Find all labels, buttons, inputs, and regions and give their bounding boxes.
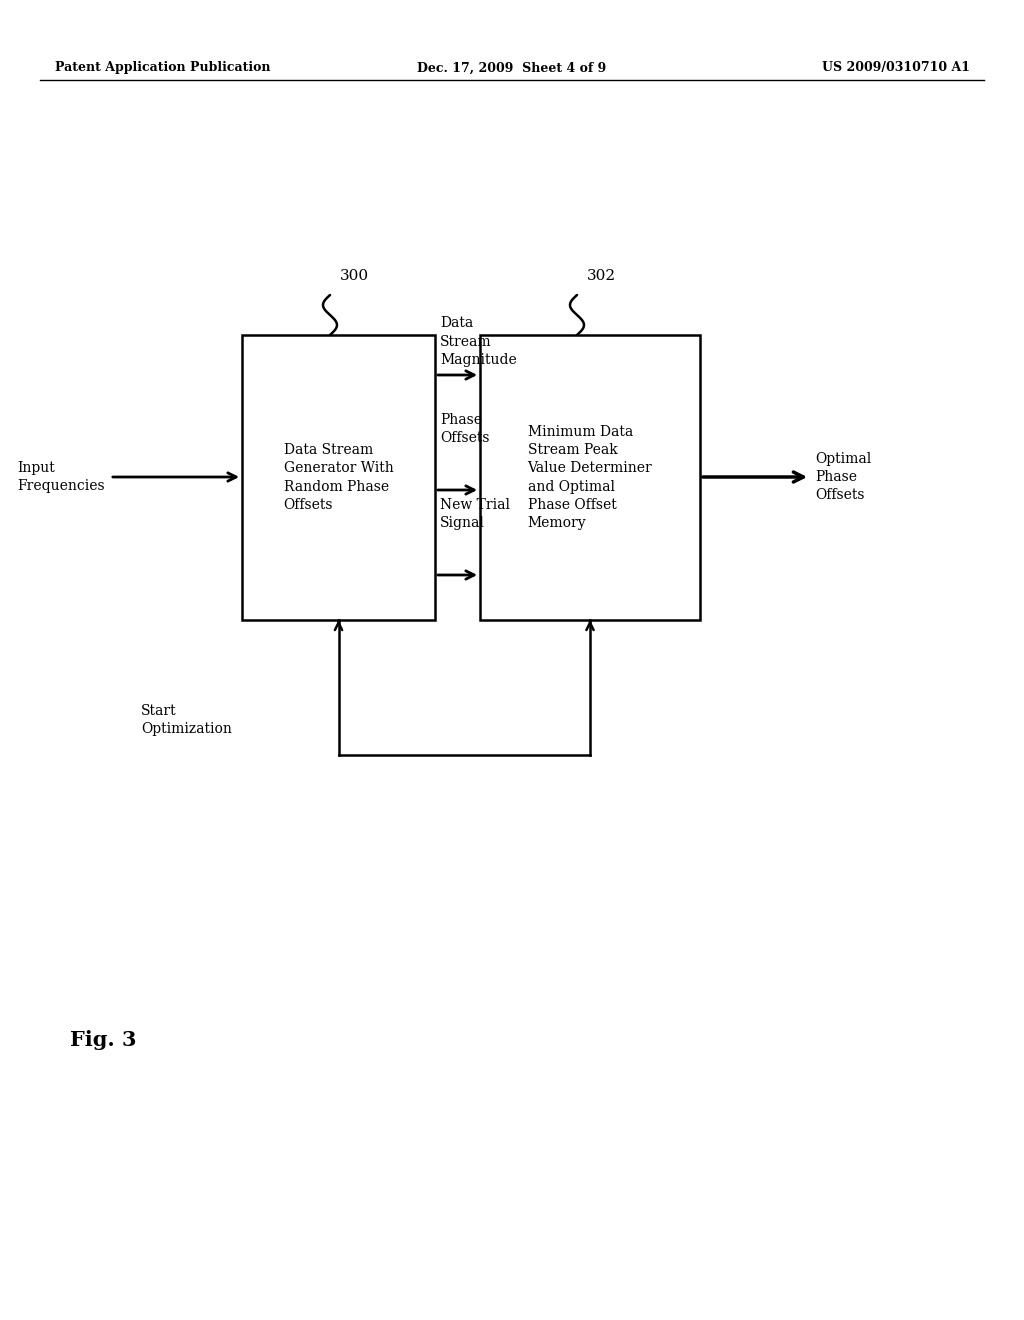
Text: Data
Stream
Magnitude: Data Stream Magnitude [440, 317, 517, 367]
Text: 302: 302 [587, 269, 616, 282]
Text: Phase
Offsets: Phase Offsets [440, 413, 489, 445]
Text: US 2009/0310710 A1: US 2009/0310710 A1 [822, 62, 970, 74]
Text: Fig. 3: Fig. 3 [70, 1030, 136, 1049]
Text: Input
Frequencies: Input Frequencies [17, 461, 105, 494]
Text: Optimal
Phase
Offsets: Optimal Phase Offsets [815, 451, 871, 503]
Text: Minimum Data
Stream Peak
Value Determiner
and Optimal
Phase Offset
Memory: Minimum Data Stream Peak Value Determine… [527, 425, 652, 531]
Text: 300: 300 [340, 269, 369, 282]
Text: Data Stream
Generator With
Random Phase
Offsets: Data Stream Generator With Random Phase … [284, 444, 393, 512]
Text: New Trial
Signal: New Trial Signal [440, 498, 510, 531]
Text: Dec. 17, 2009  Sheet 4 of 9: Dec. 17, 2009 Sheet 4 of 9 [418, 62, 606, 74]
Text: Patent Application Publication: Patent Application Publication [55, 62, 270, 74]
Text: Start
Optimization: Start Optimization [141, 704, 232, 737]
